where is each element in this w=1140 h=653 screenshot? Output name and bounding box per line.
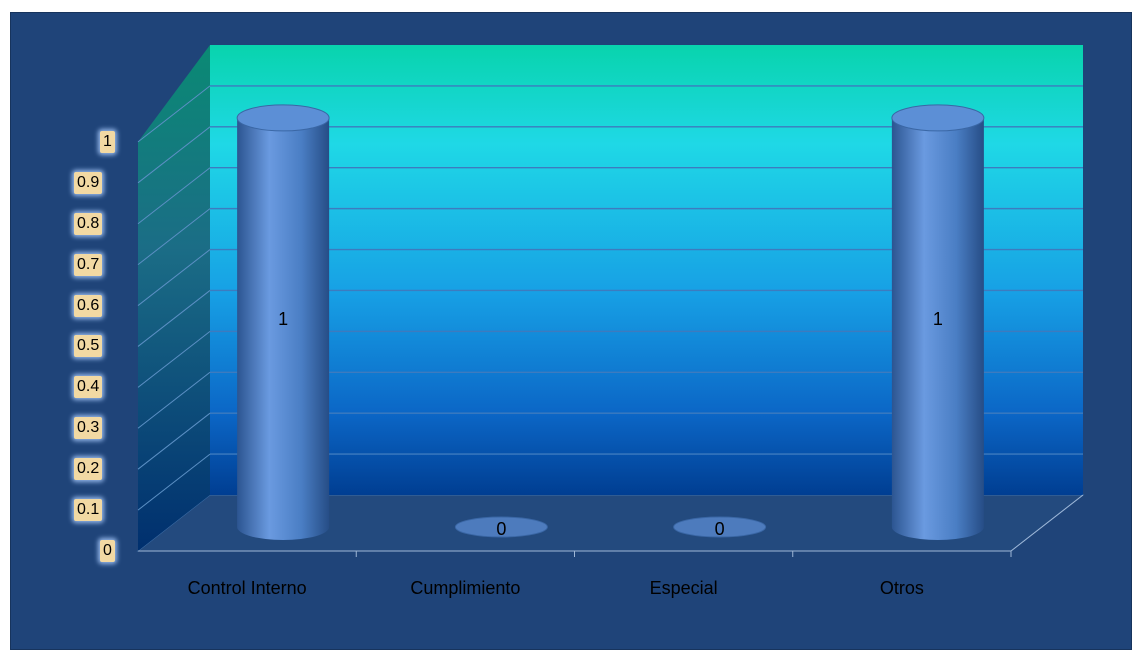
- bar-zero: [454, 516, 548, 538]
- gridline-side: [137, 412, 211, 470]
- gridline-side: [137, 85, 211, 143]
- bar-top: [891, 104, 985, 132]
- x-tick-label: Control Interno: [187, 578, 307, 598]
- gridline-side: [137, 167, 211, 225]
- bar: [237, 117, 330, 540]
- x-tick-label: Otros: [879, 578, 924, 598]
- gridline-side: [137, 330, 211, 388]
- y-tick-label: 0.9: [74, 171, 103, 194]
- y-tick-label: 1: [100, 130, 115, 153]
- gridline-side: [137, 371, 211, 429]
- bars: [236, 104, 1012, 557]
- x-tick-label: Especial: [649, 578, 718, 598]
- y-tick-label: 0.6: [74, 294, 103, 317]
- floor-right-edge: [1010, 494, 1084, 552]
- y-tick-label: 0.5: [74, 335, 103, 358]
- gridline-side: [137, 453, 211, 511]
- y-tick-label: 0: [100, 540, 115, 562]
- y-tick-label: 0.7: [74, 253, 103, 276]
- chart-side-wall: [138, 45, 210, 551]
- data-label: 1: [932, 309, 943, 330]
- gridline-side: [137, 208, 211, 266]
- gridline-side: [137, 290, 211, 347]
- bar-top: [236, 104, 330, 132]
- data-label: 1: [278, 309, 289, 330]
- y-tick-label: 0.4: [74, 376, 103, 399]
- gridline-side: [137, 126, 211, 184]
- bar: [891, 117, 984, 540]
- x-tick-label: Cumplimiento: [410, 578, 521, 598]
- y-tick-label: 0.2: [74, 458, 103, 481]
- chart-title: AUDITORIA REALIZADAS - MARZO 2022: [397, 0, 743, 10]
- bar-zero: [673, 516, 767, 538]
- gridline-side: [137, 249, 211, 306]
- data-label: 0: [714, 519, 725, 539]
- y-tick-label: 0.1: [74, 499, 103, 522]
- y-tick-label: 0.8: [74, 212, 103, 235]
- y-tick-label: 0.3: [74, 417, 103, 440]
- data-label: 0: [496, 519, 507, 539]
